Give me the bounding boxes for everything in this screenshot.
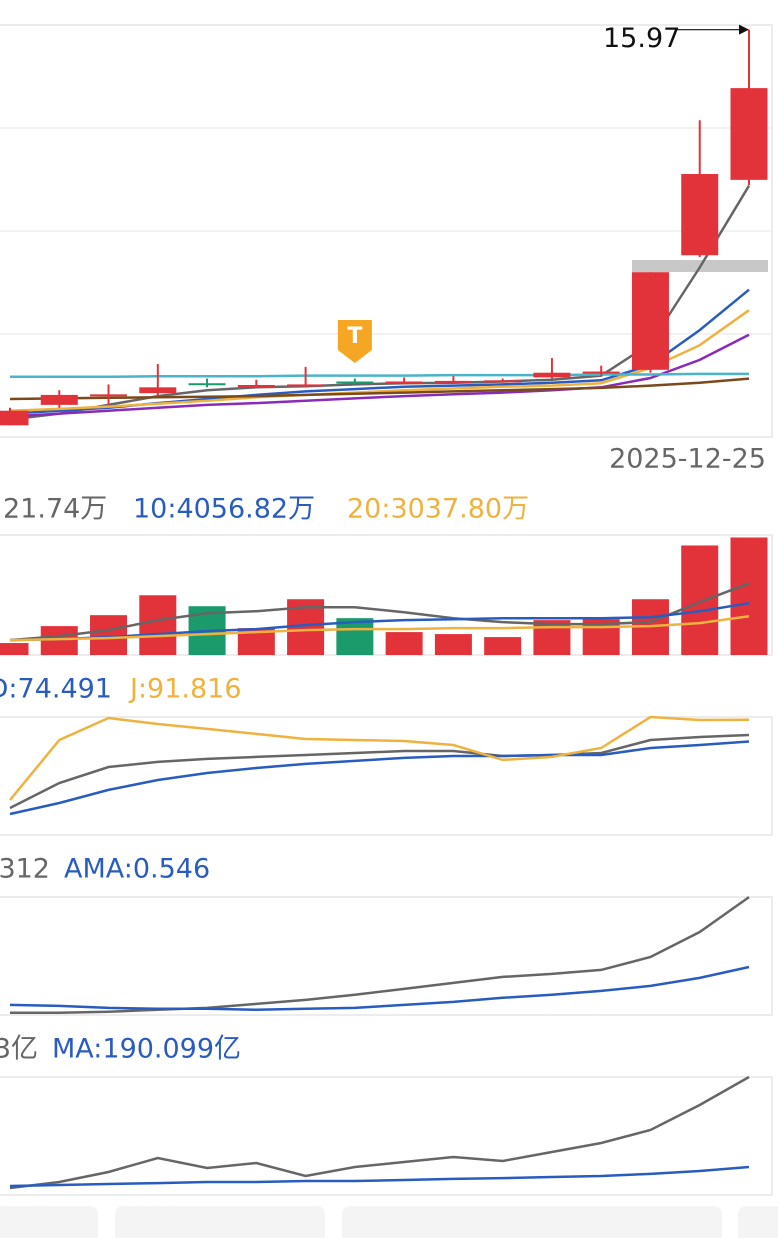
- candle-body: [484, 380, 522, 383]
- line: [9, 1075, 750, 1190]
- candle-body: [40, 394, 78, 405]
- legend-entry: AMA:0.546: [64, 854, 210, 885]
- arrow-head: [739, 24, 749, 35]
- line: [9, 1165, 750, 1188]
- candle-body: [188, 383, 226, 386]
- candle-body: [681, 174, 719, 256]
- volume-bar: [533, 620, 571, 655]
- legend-entry: 10:4056.82万: [133, 494, 315, 525]
- line: [9, 733, 750, 810]
- candle-body: [434, 380, 472, 383]
- candle-body: [582, 371, 620, 374]
- candle-body: [90, 394, 128, 397]
- marker-badge: [337, 320, 372, 363]
- line: [9, 740, 750, 816]
- volume-bar: [434, 634, 472, 655]
- legend-entry: MA:190.099亿: [52, 1034, 241, 1065]
- high-label: 15.97: [603, 23, 680, 54]
- line: [10, 896, 750, 1015]
- legend-entry: 21.74万: [3, 494, 107, 525]
- candle-body: [237, 384, 275, 387]
- legend-entry: 20:3037.80万: [347, 494, 529, 525]
- kdj-panel: [0, 716, 773, 836]
- line: [9, 377, 750, 401]
- tab[interactable]: [342, 1206, 722, 1238]
- line: [9, 333, 750, 418]
- tab[interactable]: [115, 1206, 325, 1238]
- volume-bar: [336, 618, 374, 655]
- line: [9, 965, 750, 1012]
- volume-bar: [681, 545, 719, 655]
- legend-entry: D:74.491: [0, 674, 112, 705]
- legend-entry: J:91.816: [128, 674, 242, 705]
- candle-body: [139, 387, 177, 394]
- line: [9, 582, 750, 642]
- tab[interactable]: [0, 1206, 98, 1238]
- line: [9, 715, 750, 801]
- volume-bar: [90, 615, 128, 655]
- x-tick-label: 2025-12-25: [609, 444, 766, 475]
- volume-bar: [730, 537, 768, 655]
- legend-entry: 3亿: [0, 1034, 38, 1065]
- dma-panel: [0, 896, 773, 1016]
- candle-body: [385, 381, 423, 384]
- volume-bar: [484, 637, 522, 655]
- volume-bar: [0, 643, 29, 655]
- line: [9, 614, 750, 642]
- obv-panel: [0, 1076, 773, 1196]
- tab[interactable]: [738, 1206, 778, 1238]
- marker-label: T: [347, 324, 362, 349]
- candle-body: [0, 410, 29, 426]
- legend-entry: 312: [0, 854, 50, 885]
- candle-body: [533, 372, 571, 378]
- volume-bar: [385, 632, 423, 655]
- line: [9, 185, 751, 421]
- volume-panel: [0, 534, 773, 656]
- line: [10, 372, 749, 379]
- line: [9, 601, 750, 642]
- candle-body: [631, 272, 669, 370]
- candle-body: [287, 384, 325, 387]
- volume-bar: [139, 595, 177, 655]
- candle-body: [730, 88, 768, 180]
- candle-body: [336, 381, 374, 384]
